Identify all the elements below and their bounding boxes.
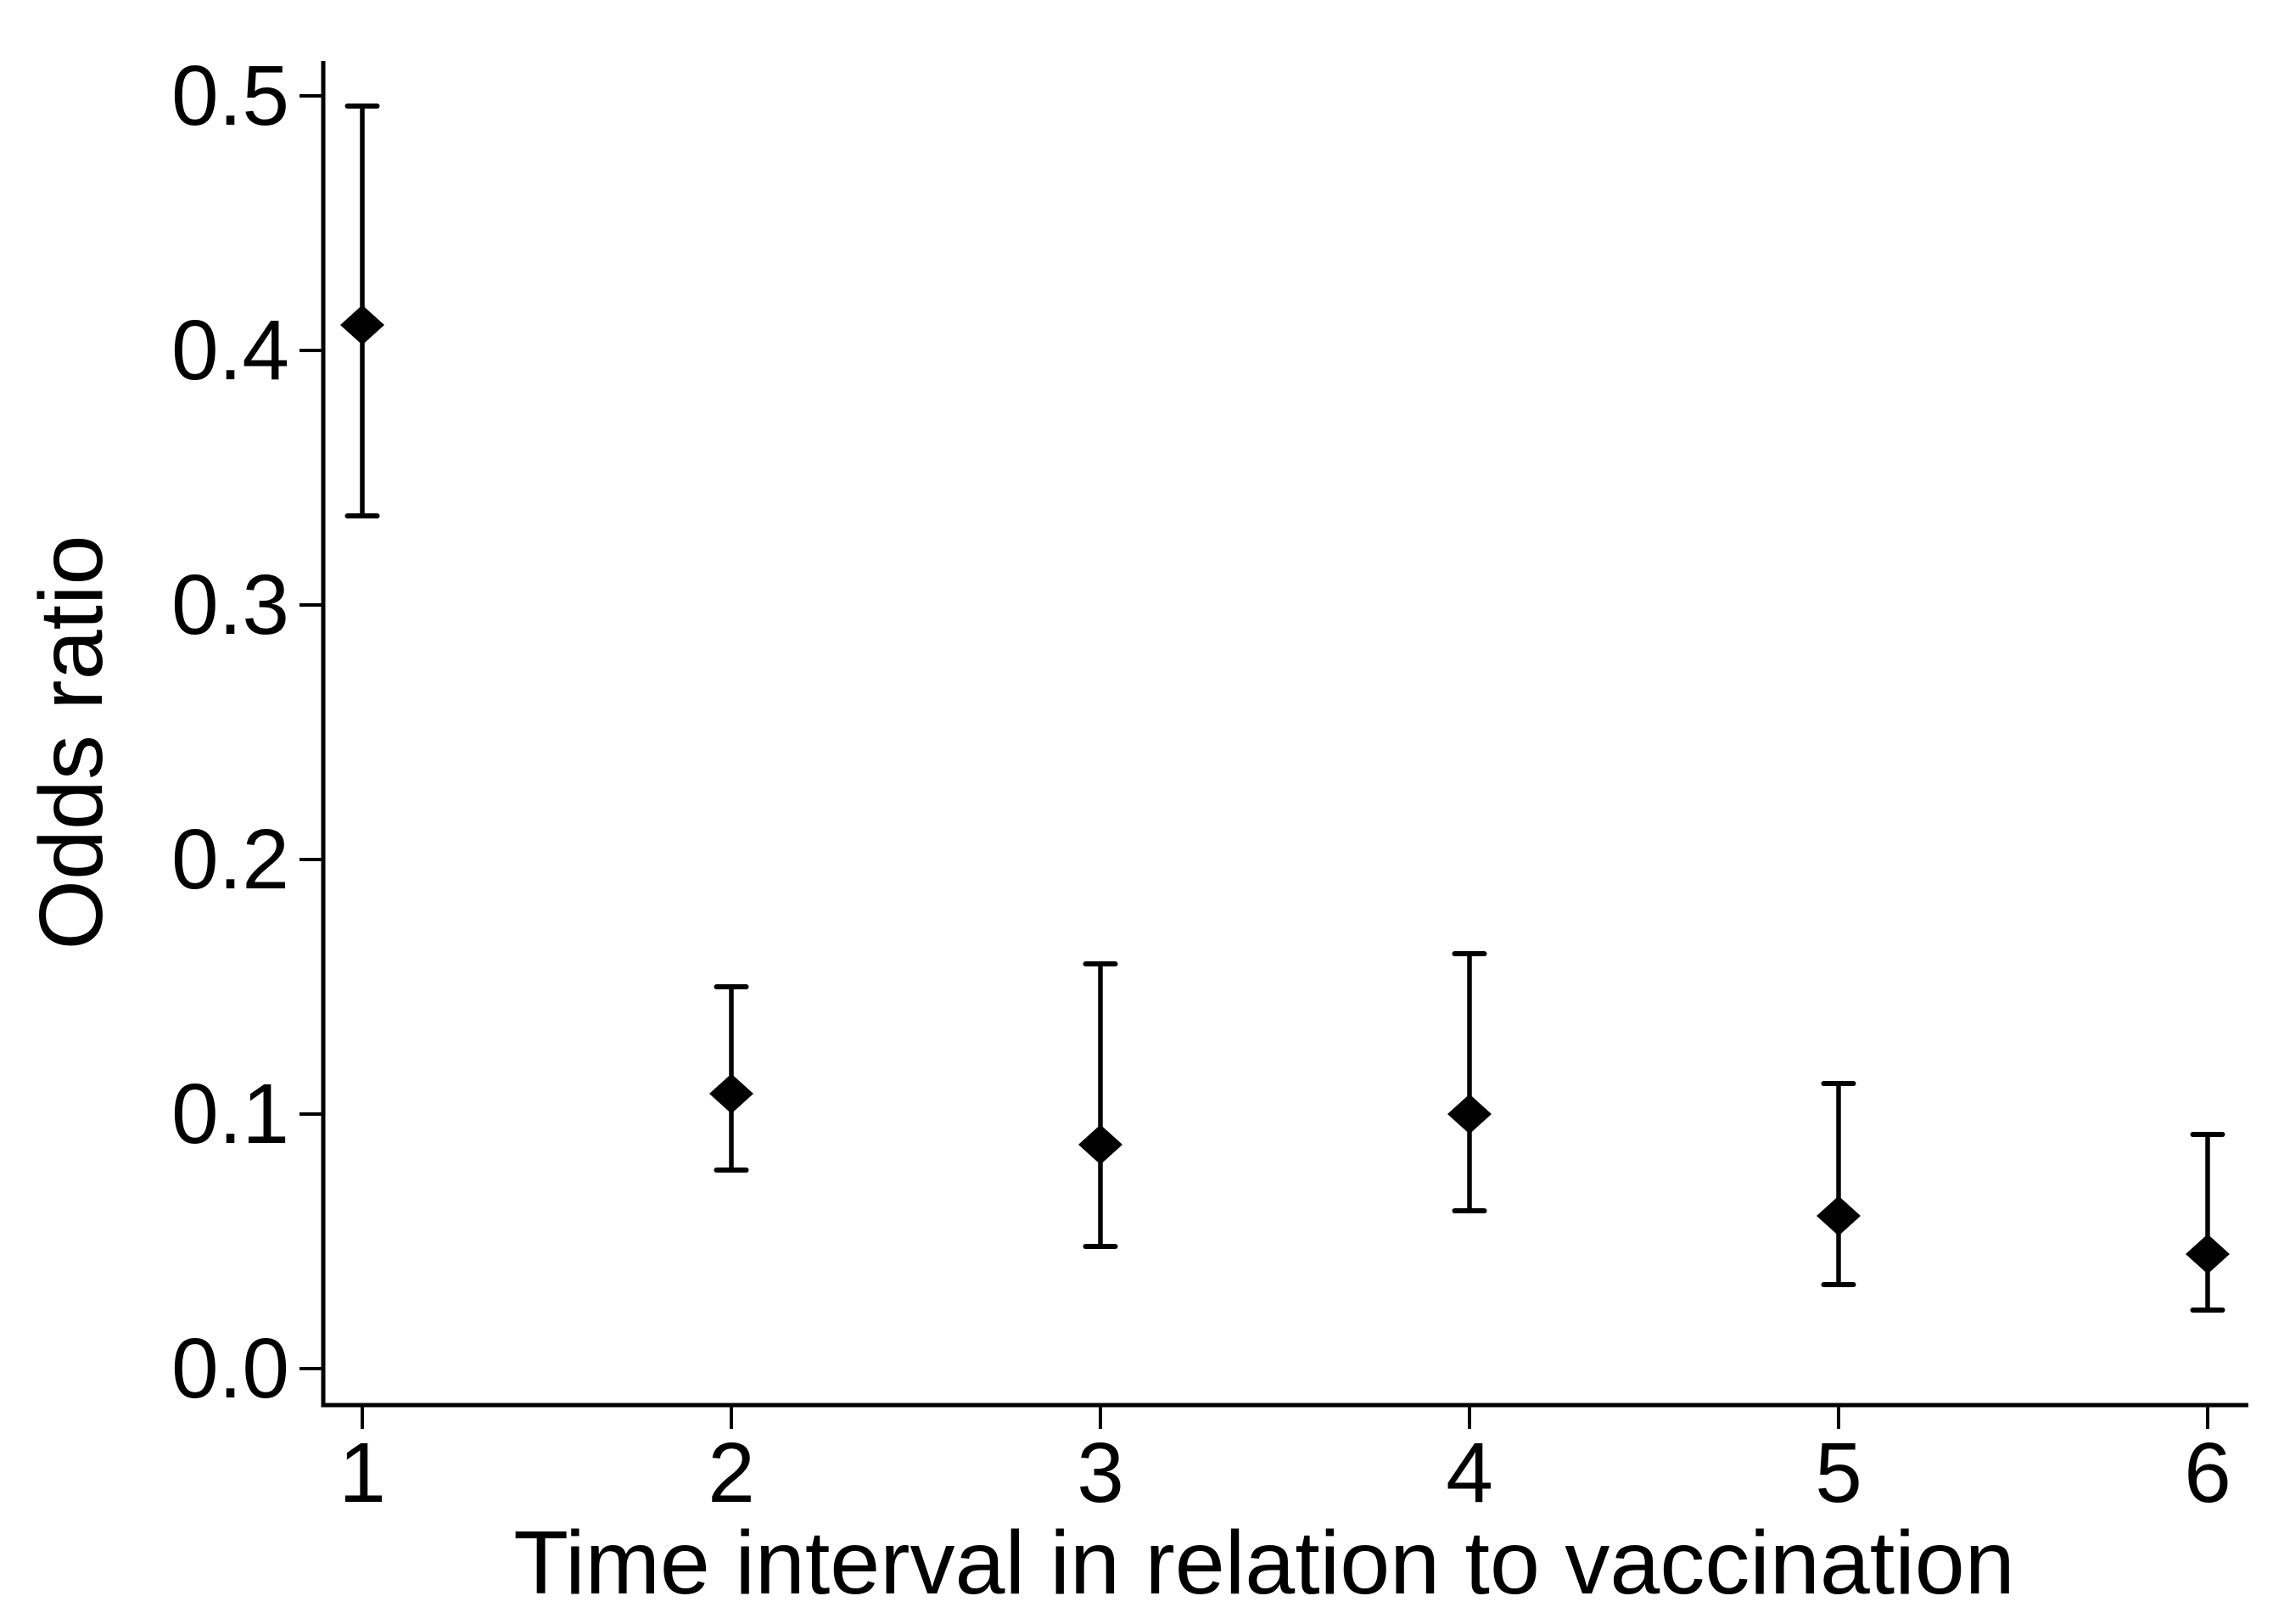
y-tick-label: 0.3	[171, 557, 289, 652]
y-tick-label: 0.4	[171, 303, 289, 398]
y-tick-label: 0.1	[171, 1067, 289, 1162]
diamond-marker	[1817, 1196, 1861, 1236]
x-tick-label: 3	[1077, 1425, 1124, 1520]
x-tick-label: 5	[1815, 1425, 1862, 1520]
error-bar-point	[2186, 1132, 2230, 1313]
error-bar-point	[340, 104, 384, 518]
diamond-marker	[340, 305, 384, 345]
y-axis-label: Odds ratio	[21, 535, 121, 949]
diamond-marker	[1078, 1124, 1122, 1165]
x-axis-label: Time interval in relation to vaccination	[513, 1513, 2014, 1613]
error-bar-point	[1447, 951, 1492, 1213]
x-tick-label: 1	[339, 1425, 386, 1520]
diamond-marker	[709, 1073, 753, 1114]
diamond-marker	[2186, 1234, 2230, 1274]
y-tick-label: 0.5	[171, 48, 289, 143]
y-tick-label: 0.0	[171, 1321, 289, 1416]
error-bar-point	[1817, 1081, 1861, 1287]
error-bar-point	[1078, 961, 1122, 1249]
x-tick-label: 2	[708, 1425, 755, 1520]
diamond-marker	[1447, 1094, 1492, 1134]
x-tick-label: 6	[2184, 1425, 2231, 1520]
x-tick-label: 4	[1446, 1425, 1493, 1520]
plot-area: 0.0 0.1 0.2 0.3 0.4 0.5 1 2 3 4 5 6	[171, 48, 2248, 1520]
y-tick-label: 0.2	[171, 812, 289, 907]
error-bar-point	[709, 984, 753, 1173]
